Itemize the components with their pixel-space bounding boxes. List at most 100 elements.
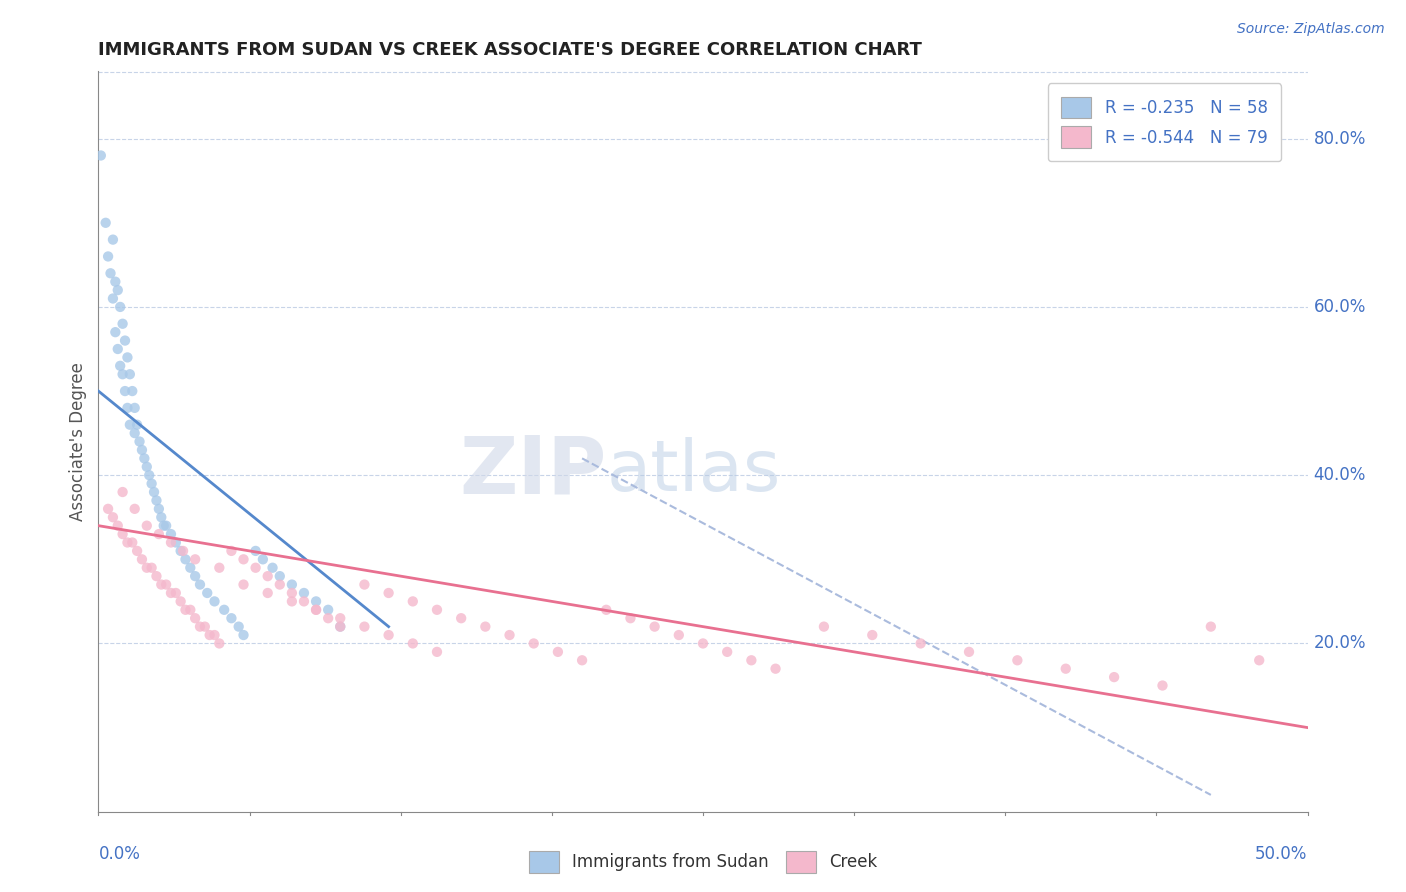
Point — [329, 619, 352, 633]
Point — [1007, 653, 1029, 667]
Point — [108, 359, 131, 373]
Point — [571, 653, 593, 667]
Point — [135, 459, 157, 474]
Text: 60.0%: 60.0% — [1313, 298, 1367, 316]
Point — [117, 351, 139, 365]
Point — [212, 603, 235, 617]
Point — [402, 594, 425, 608]
Point — [232, 628, 254, 642]
Point — [90, 148, 112, 162]
Point — [204, 594, 226, 608]
Point — [204, 628, 226, 642]
Point — [353, 619, 375, 633]
Point — [118, 417, 141, 432]
Point — [141, 560, 163, 574]
Point — [160, 535, 183, 549]
Point — [716, 645, 738, 659]
Point — [143, 485, 166, 500]
Point — [172, 544, 194, 558]
Point — [245, 544, 267, 558]
Point — [97, 249, 120, 264]
Point — [148, 501, 170, 516]
Point — [169, 544, 191, 558]
Point — [740, 653, 762, 667]
Point — [135, 518, 157, 533]
Point — [107, 342, 129, 356]
Point — [114, 334, 136, 348]
Point — [101, 510, 124, 524]
Point — [179, 560, 201, 574]
Legend: Immigrants from Sudan, Creek: Immigrants from Sudan, Creek — [522, 845, 884, 880]
Text: ZIP: ZIP — [458, 432, 606, 510]
Point — [523, 636, 546, 650]
Text: 0.0%: 0.0% — [98, 845, 141, 863]
Point — [107, 518, 129, 533]
Point — [150, 510, 173, 524]
Point — [316, 611, 339, 625]
Point — [131, 442, 153, 457]
Point — [1152, 679, 1174, 693]
Point — [94, 216, 117, 230]
Point — [252, 552, 274, 566]
Point — [269, 577, 291, 591]
Point — [377, 586, 399, 600]
Point — [104, 275, 127, 289]
Point — [124, 401, 146, 415]
Point — [262, 560, 284, 574]
Point — [402, 636, 425, 650]
Text: IMMIGRANTS FROM SUDAN VS CREEK ASSOCIATE'S DEGREE CORRELATION CHART: IMMIGRANTS FROM SUDAN VS CREEK ASSOCIATE… — [98, 41, 922, 59]
Text: 80.0%: 80.0% — [1313, 129, 1367, 148]
Point — [128, 434, 150, 449]
Point — [245, 560, 267, 574]
Point — [194, 619, 217, 633]
Point — [165, 535, 187, 549]
Point — [107, 283, 129, 297]
Point — [281, 586, 304, 600]
Point — [174, 603, 197, 617]
Point — [1054, 662, 1077, 676]
Point — [228, 619, 250, 633]
Point — [101, 233, 124, 247]
Point — [208, 636, 231, 650]
Text: Source: ZipAtlas.com: Source: ZipAtlas.com — [1237, 22, 1385, 37]
Point — [169, 594, 191, 608]
Point — [160, 586, 183, 600]
Point — [148, 527, 170, 541]
Point — [813, 619, 835, 633]
Point — [305, 603, 328, 617]
Point — [195, 586, 218, 600]
Point — [1102, 670, 1125, 684]
Point — [152, 518, 174, 533]
Point — [145, 569, 167, 583]
Legend: R = -0.235   N = 58, R = -0.544   N = 79: R = -0.235 N = 58, R = -0.544 N = 79 — [1047, 83, 1281, 161]
Text: 50.0%: 50.0% — [1256, 845, 1308, 863]
Point — [124, 426, 146, 441]
Point — [111, 485, 134, 500]
Point — [498, 628, 520, 642]
Point — [138, 468, 160, 483]
Point — [100, 266, 122, 280]
Point — [329, 619, 352, 633]
Point — [135, 560, 157, 574]
Point — [188, 577, 211, 591]
Point — [165, 586, 187, 600]
Point — [108, 300, 131, 314]
Point — [292, 586, 315, 600]
Point — [208, 560, 231, 574]
Point — [184, 569, 207, 583]
Point — [121, 384, 143, 398]
Point — [316, 603, 339, 617]
Point — [117, 535, 139, 549]
Point — [619, 611, 641, 625]
Point — [118, 368, 141, 382]
Point — [595, 603, 617, 617]
Point — [221, 611, 243, 625]
Point — [160, 527, 183, 541]
Point — [121, 535, 143, 549]
Point — [1199, 619, 1222, 633]
Point — [104, 325, 127, 339]
Point — [221, 544, 243, 558]
Point — [127, 544, 149, 558]
Point — [111, 368, 134, 382]
Point — [269, 569, 291, 583]
